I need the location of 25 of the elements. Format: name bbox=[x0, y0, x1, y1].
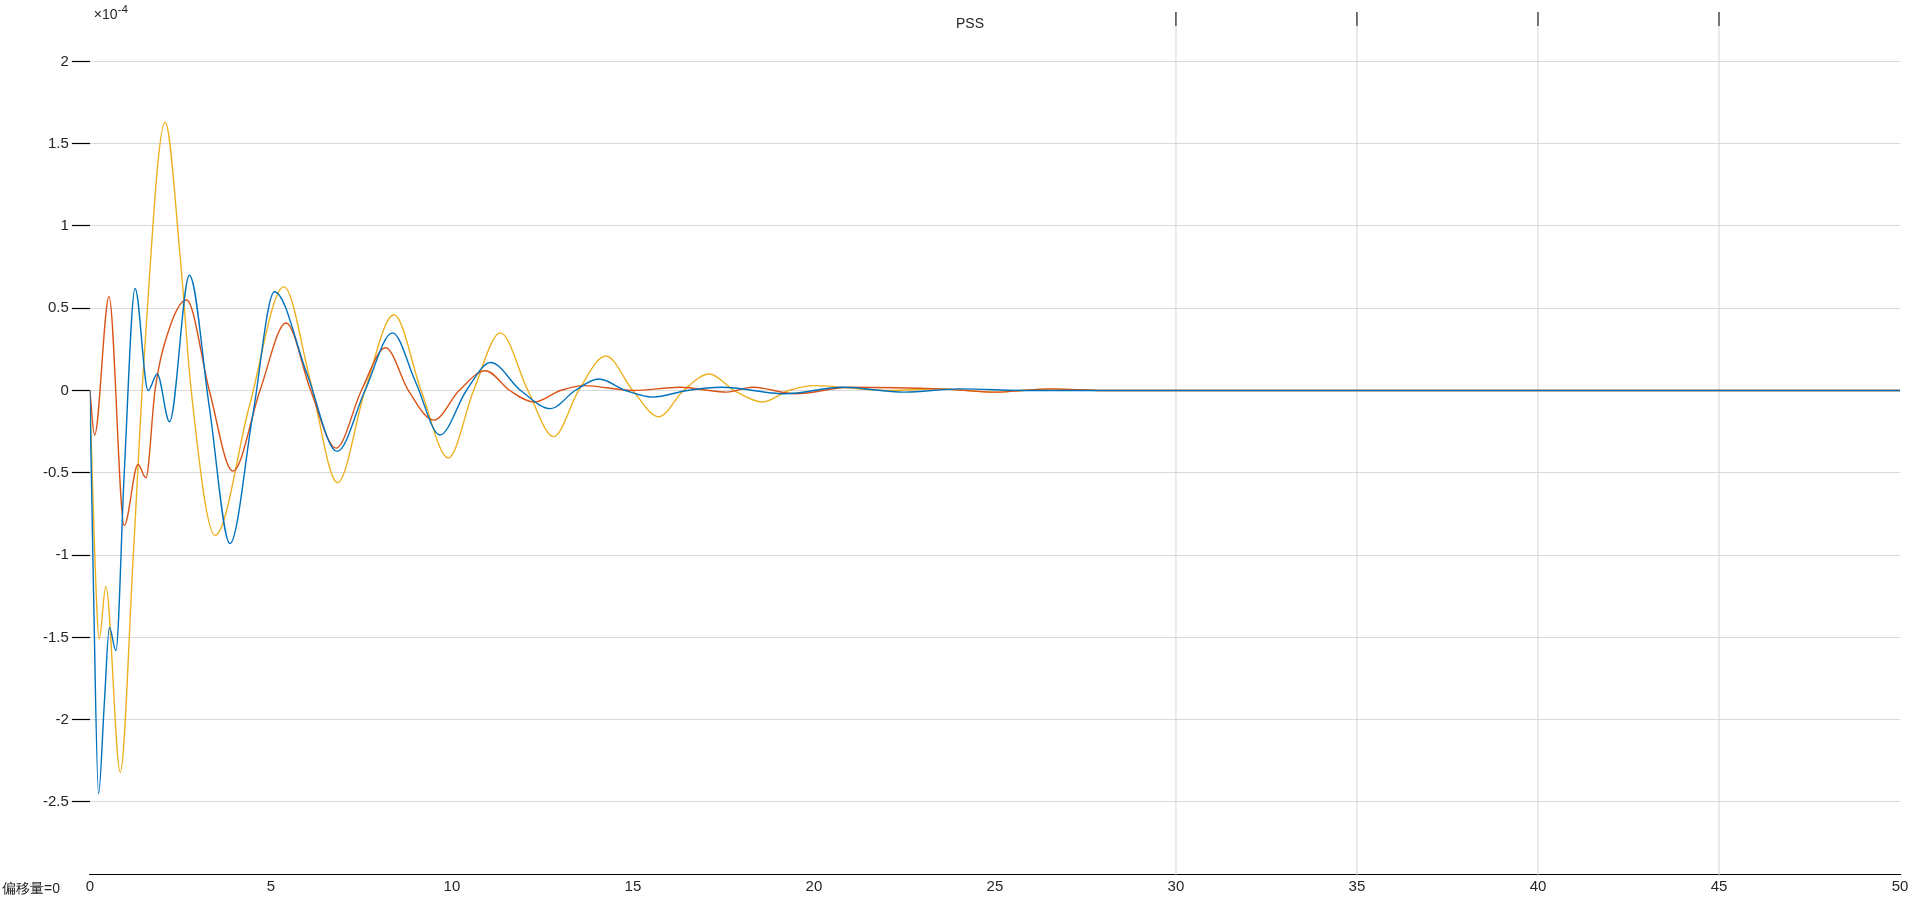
x-tick-label: 45 bbox=[1710, 876, 1728, 894]
x-tick-label: 15 bbox=[624, 876, 642, 894]
x-tick-label: 20 bbox=[805, 876, 823, 894]
annotation: ×10$^{-4}$ bbox=[93, 2, 128, 22]
x-tick-label: 50 bbox=[1891, 876, 1909, 894]
y-tick-label: -2 bbox=[55, 709, 69, 727]
text: 偏移量=0 bbox=[2, 880, 60, 898]
y-tick-label: 1 bbox=[60, 216, 69, 234]
x-tick-label: 30 bbox=[1167, 876, 1185, 894]
y-tick-label: -1.5 bbox=[42, 627, 69, 645]
y-tick-label: -0.5 bbox=[42, 462, 69, 480]
x-tick-label: 10 bbox=[443, 876, 461, 894]
y-tick-label: 2 bbox=[60, 51, 69, 69]
x-tick-label: 5 bbox=[266, 876, 276, 894]
chart-title: PSS bbox=[955, 15, 985, 32]
y-tick-label: 0.5 bbox=[47, 298, 69, 316]
y-tick-label: 0 bbox=[60, 380, 69, 398]
x-tick-label: 35 bbox=[1348, 876, 1366, 894]
line-series bbox=[89, 274, 1900, 795]
x-tick-label: 0 bbox=[85, 876, 95, 894]
x-tick-label: 40 bbox=[1529, 876, 1547, 894]
y-tick-label: -1 bbox=[55, 545, 69, 563]
y-tick-label: 1.5 bbox=[47, 133, 69, 151]
y-tick-label: -2.5 bbox=[42, 792, 69, 810]
x-tick-label: 25 bbox=[986, 876, 1004, 894]
